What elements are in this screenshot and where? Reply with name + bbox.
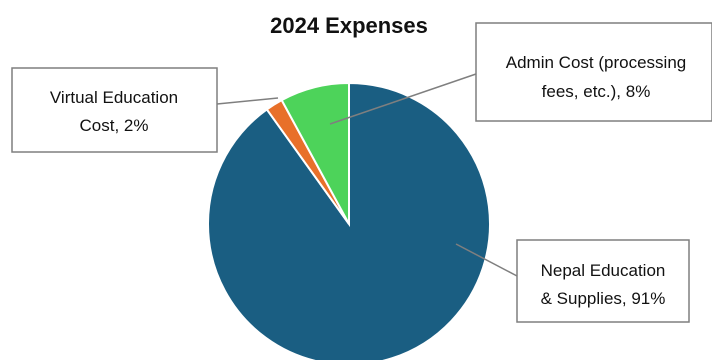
leader-lines bbox=[216, 73, 518, 277]
data-label-box bbox=[516, 239, 690, 323]
data-label-text: Nepal Education bbox=[541, 261, 666, 280]
data-label-text: Cost, 2% bbox=[80, 116, 149, 135]
chart-title: 2024 Expenses bbox=[270, 13, 428, 38]
leader-line-virtual-education-cost bbox=[216, 97, 279, 105]
data-label-text: fees, etc.), 8% bbox=[542, 82, 651, 101]
data-label-text: Admin Cost (processing bbox=[506, 53, 686, 72]
pie-slices bbox=[207, 81, 491, 360]
data-label-virtual-education-cost: Virtual Education Cost, 2% bbox=[11, 67, 218, 153]
data-label-text: Virtual Education bbox=[50, 88, 178, 107]
pie-slice-admin-cost-processing-fees-etc bbox=[280, 81, 350, 225]
data-labels: Nepal Education & Supplies, 91% Virtual Ed… bbox=[11, 22, 712, 323]
data-label-box bbox=[475, 22, 712, 122]
leader-line-admin-cost-processing-fees-etc bbox=[329, 73, 477, 125]
data-label-admin-cost-processing-fees-etc: Admin Cost (processing fees, etc.), 8% bbox=[475, 22, 712, 122]
data-label-text: & Supplies, 91% bbox=[541, 289, 666, 308]
leader-line-nepal-education-supplies bbox=[455, 243, 518, 277]
data-label-box bbox=[11, 67, 218, 153]
data-label-nepal-education-supplies: Nepal Education & Supplies, 91% bbox=[516, 239, 690, 323]
pie-slice-nepal-education-supplies bbox=[207, 81, 491, 360]
